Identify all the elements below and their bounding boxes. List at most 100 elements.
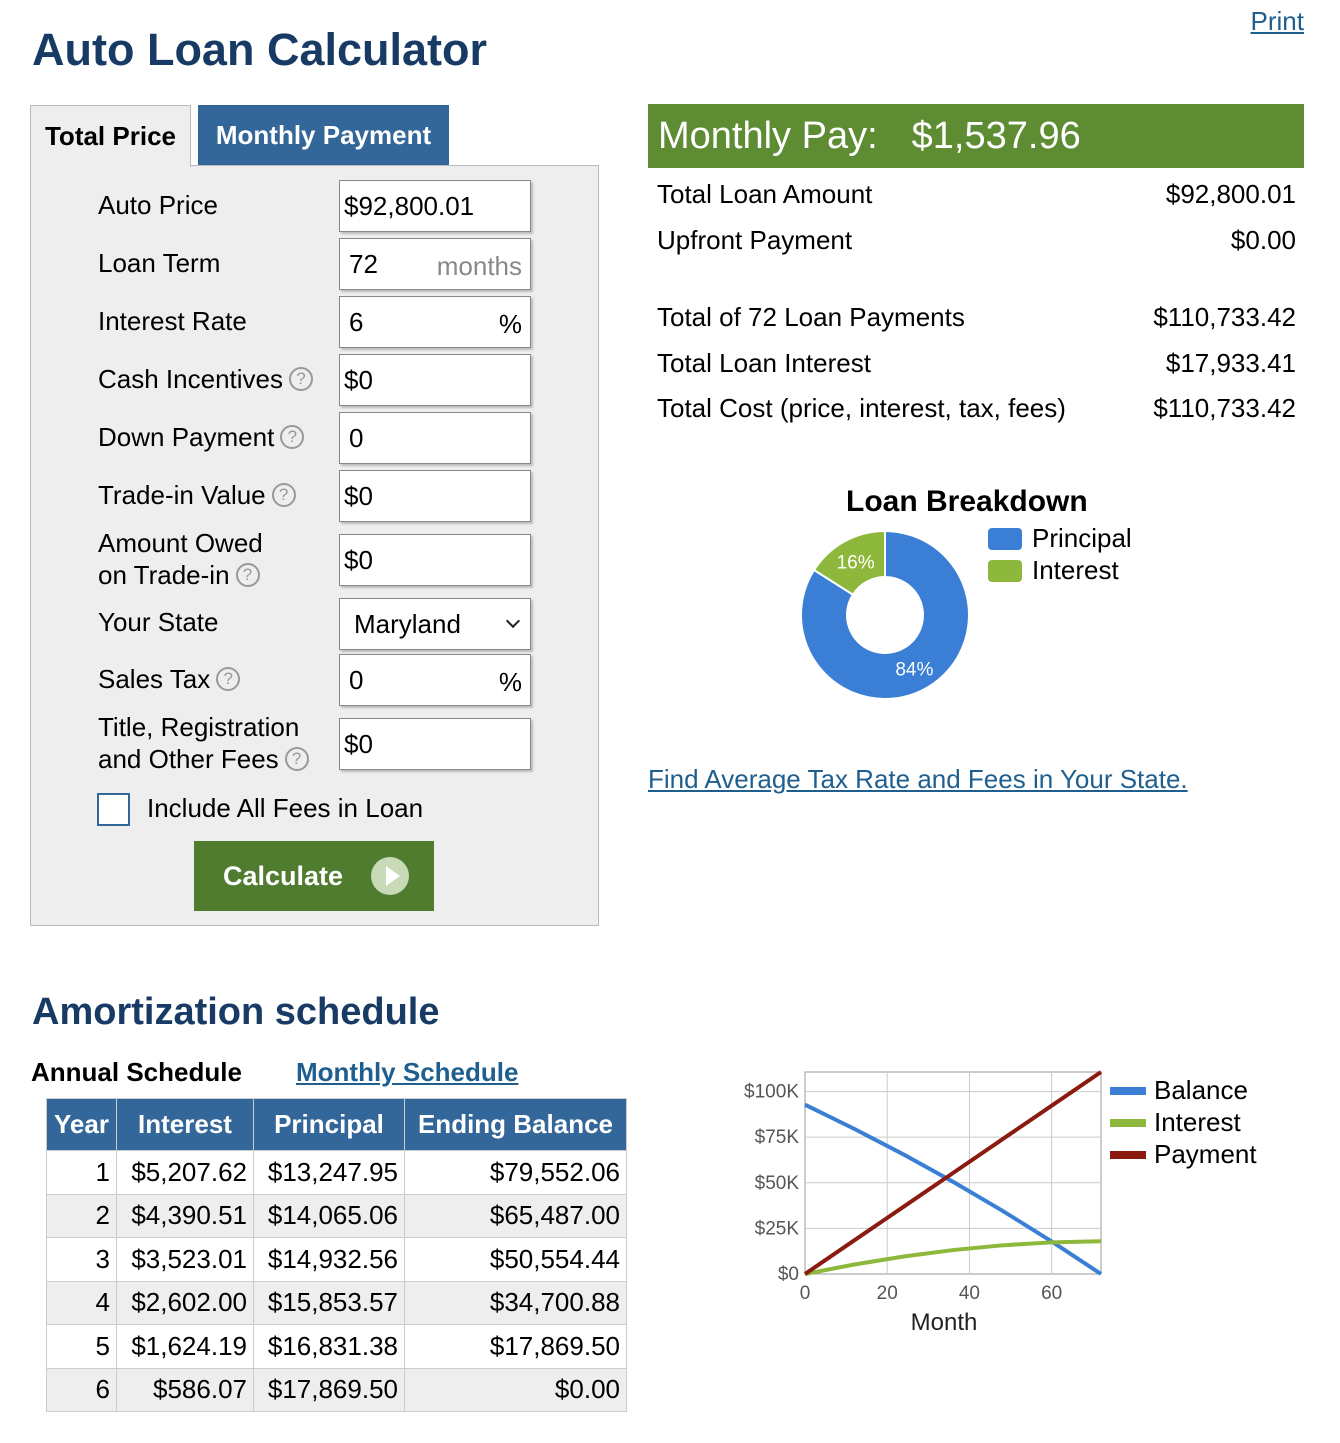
interest-rate-input[interactable]: [340, 297, 530, 347]
y-tick-label: $100K: [744, 1082, 799, 1103]
result-value-total-loan-amount: $92,800.01: [1165, 179, 1296, 209]
down-payment-input[interactable]: [340, 413, 530, 463]
loan-term-input[interactable]: [340, 239, 530, 289]
amount-owed-label-line1: Amount Owed: [98, 528, 263, 558]
loan-term-label: Loan Term: [98, 248, 221, 278]
help-icon[interactable]: ?: [280, 425, 305, 450]
sales-tax-label: Sales Tax?: [98, 663, 241, 695]
sales-tax-input[interactable]: [340, 655, 530, 705]
amortization-table: Year Interest Principal Ending Balance 1…: [46, 1098, 627, 1412]
sales-tax-field[interactable]: %: [339, 654, 531, 706]
interest-rate-label: Interest Rate: [98, 306, 247, 336]
cell-year: 5: [46, 1324, 117, 1369]
amortization-title: Amortization schedule: [32, 991, 440, 1033]
auto-price-field[interactable]: [339, 180, 531, 232]
legend-swatch-balance: [1110, 1086, 1146, 1095]
tab-total-price[interactable]: Total Price: [30, 105, 191, 167]
legend-swatch-interest: [1110, 1118, 1146, 1127]
result-value-total-payments: $110,733.42: [1153, 302, 1296, 332]
amortization-line-chart: $0 $25K $50K $75K $100K 0 20 40 60 Month: [744, 1070, 1103, 1336]
cash-incentives-label: Cash Incentives?: [98, 363, 313, 395]
result-label-upfront-payment: Upfront Payment: [657, 225, 853, 255]
cell-principal: $14,932.56: [253, 1237, 405, 1282]
annual-schedule-tab[interactable]: Annual Schedule: [31, 1057, 242, 1087]
cell-year: 3: [46, 1237, 117, 1282]
breakdown-title: Loan Breakdown: [846, 485, 1088, 518]
calculate-button-label: Calculate: [223, 860, 344, 891]
include-fees-label[interactable]: Include All Fees in Loan: [147, 793, 424, 823]
interest-line: [804, 1239, 1102, 1276]
table-row: 2 $4,390.51 $14,065.06 $65,487.00: [46, 1193, 627, 1238]
chart-legend-balance: Balance: [1110, 1075, 1248, 1106]
result-value-total-cost: $110,733.42: [1153, 393, 1296, 423]
result-label-total-loan-amount: Total Loan Amount: [657, 179, 873, 209]
print-link[interactable]: Print: [1250, 6, 1304, 36]
chevron-down-icon: [505, 613, 521, 629]
cash-incentives-label-text: Cash Incentives: [98, 364, 283, 394]
cell-principal: $15,853.57: [253, 1280, 405, 1325]
amount-owed-label: Amount Owed on Trade-in?: [98, 527, 263, 591]
calculate-button[interactable]: Calculate: [194, 841, 434, 911]
cell-interest: $586.07: [116, 1367, 254, 1412]
amount-owed-label-line2: on Trade-in: [98, 560, 230, 590]
down-payment-field[interactable]: [339, 412, 531, 464]
fees-label-line1: Title, Registration: [98, 712, 300, 742]
legend-label-principal: Principal: [1032, 523, 1132, 553]
monthly-pay-banner: Monthly Pay: $1,537.96: [648, 104, 1304, 168]
cell-principal: $16,831.38: [253, 1324, 405, 1369]
legend-swatch-payment: [1110, 1150, 1146, 1159]
monthly-pay-value: $1,537.96: [911, 114, 1081, 157]
interest-rate-field[interactable]: %: [339, 296, 531, 348]
loan-term-field[interactable]: months: [339, 238, 531, 290]
cell-interest: $2,602.00: [116, 1280, 254, 1325]
cell-ending-balance: $65,487.00: [404, 1193, 627, 1238]
y-tick-label: $25K: [755, 1218, 800, 1239]
amount-owed-field[interactable]: [339, 534, 531, 586]
table-row: 5 $1,624.19 $16,831.38 $17,869.50: [46, 1324, 627, 1369]
help-icon[interactable]: ?: [284, 747, 309, 772]
auto-price-input[interactable]: [340, 181, 530, 231]
y-tick-label: $75K: [755, 1127, 800, 1148]
trade-in-value-input[interactable]: [340, 471, 530, 521]
help-icon[interactable]: ?: [235, 563, 260, 588]
help-icon[interactable]: ?: [216, 667, 241, 692]
pie-label-interest: 16%: [837, 553, 875, 574]
x-axis-label: Month: [911, 1309, 978, 1336]
down-payment-label: Down Payment?: [98, 421, 305, 453]
cell-principal: $17,869.50: [253, 1367, 405, 1412]
result-label-total-cost: Total Cost (price, interest, tax, fees): [657, 393, 1066, 423]
fees-field[interactable]: [339, 718, 531, 770]
result-value-upfront-payment: $0.00: [1230, 225, 1296, 255]
cell-ending-balance: $50,554.44: [404, 1237, 627, 1282]
y-tick-label: $50K: [755, 1173, 800, 1194]
tab-monthly-payment[interactable]: Monthly Payment: [198, 105, 449, 166]
help-icon[interactable]: ?: [288, 367, 313, 392]
cash-incentives-field[interactable]: [339, 354, 531, 406]
y-tick-label: $0: [778, 1264, 799, 1285]
column-header-ending-balance: Ending Balance: [404, 1098, 627, 1151]
column-header-principal: Principal: [253, 1098, 405, 1151]
cell-principal: $13,247.95: [253, 1150, 405, 1195]
fees-input[interactable]: [340, 719, 530, 769]
help-icon[interactable]: ?: [271, 483, 296, 508]
x-tick-label: 20: [877, 1283, 898, 1304]
pie-slice-principal: [800, 529, 970, 700]
find-tax-rate-link[interactable]: Find Average Tax Rate and Fees in Your S…: [648, 764, 1188, 794]
amount-owed-input[interactable]: [340, 535, 530, 585]
legend-label-interest: Interest: [1032, 555, 1119, 585]
cash-incentives-input[interactable]: [340, 355, 530, 405]
result-value-total-interest: $17,933.41: [1165, 348, 1296, 378]
result-label-total-payments: Total of 72 Loan Payments: [657, 302, 965, 332]
trade-in-value-label-text: Trade-in Value: [98, 480, 266, 510]
chart-lines: [803, 1070, 1103, 1276]
legend-label-payment: Payment: [1154, 1139, 1257, 1169]
your-state-select[interactable]: Maryland: [339, 598, 531, 650]
include-fees-checkbox[interactable]: [97, 793, 130, 826]
trade-in-value-field[interactable]: [339, 470, 531, 522]
cell-year: 1: [46, 1150, 117, 1195]
pie-label-principal: 84%: [895, 659, 933, 680]
payment-line: [803, 1070, 1103, 1276]
cell-year: 6: [46, 1367, 117, 1412]
cell-ending-balance: $34,700.88: [404, 1280, 627, 1325]
monthly-schedule-link[interactable]: Monthly Schedule: [296, 1057, 519, 1087]
